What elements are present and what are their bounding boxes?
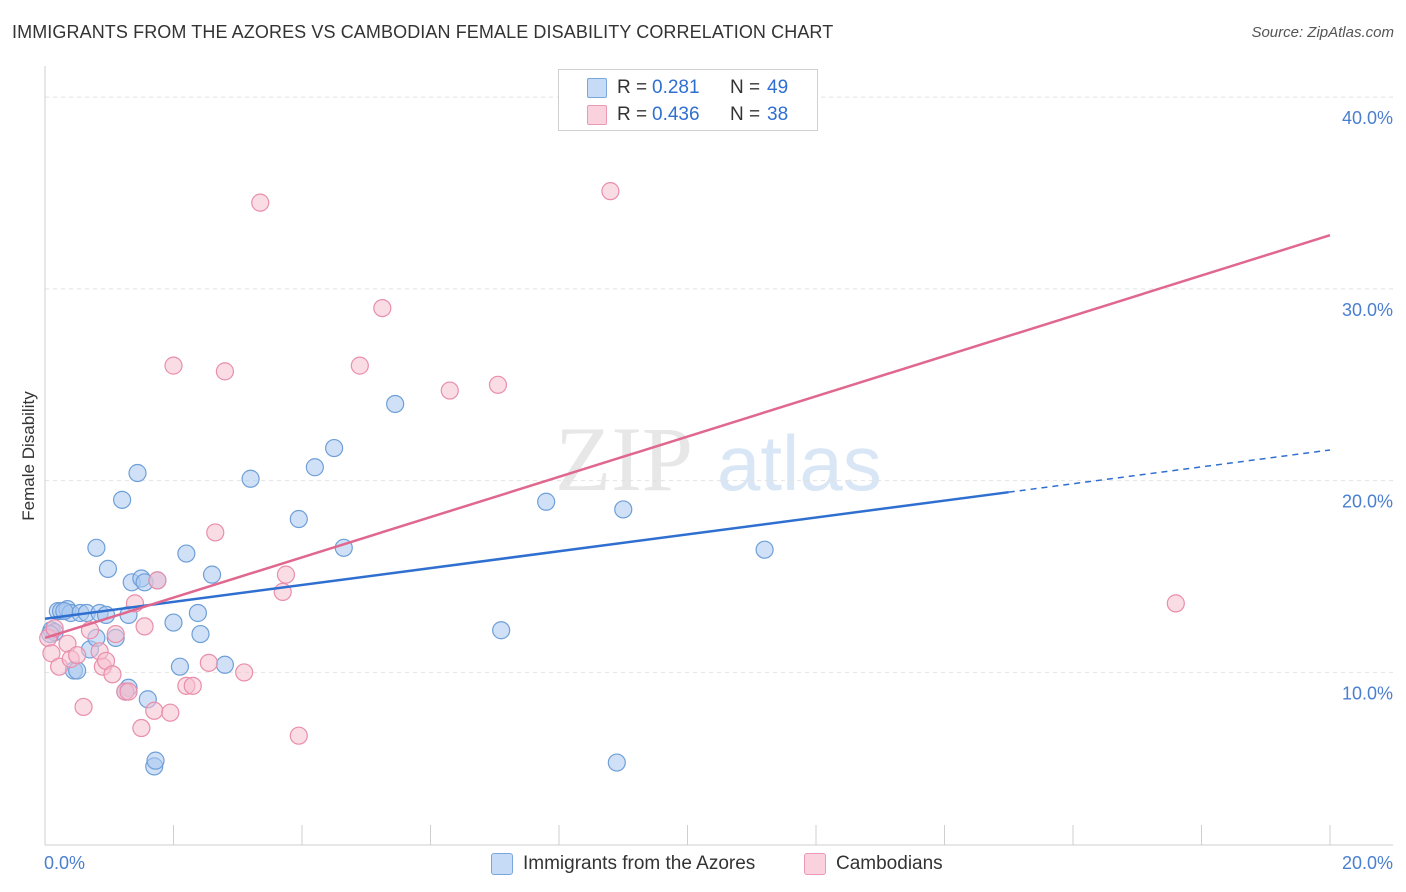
cambodian-point: [488, 375, 508, 394]
cambodian-point: [68, 646, 87, 665]
azores-point: [614, 500, 633, 519]
y-tick-labels: 10.0% 20.0% 30.0% 40.0%: [1342, 108, 1393, 703]
cambodian-point: [145, 701, 164, 720]
correlation-legend: R = 0.281 N = 49 R = 0.436 N = 38: [558, 69, 818, 131]
azores-trend-line: [44, 490, 1009, 620]
cambodian-point: [373, 299, 392, 318]
grid: [45, 96, 1393, 673]
cambodian-point: [276, 565, 296, 584]
azores-point: [325, 438, 344, 458]
cambodian-point: [215, 362, 234, 381]
cambodian-point: [164, 356, 183, 375]
legend-r-label: R =: [617, 77, 648, 98]
azores-point: [492, 621, 511, 640]
azores-point: [386, 394, 405, 414]
source-credit: Source: ZipAtlas.com: [1251, 24, 1394, 41]
azores-point: [170, 657, 190, 676]
azores-point: [215, 655, 234, 674]
cambodian-trend-line: [44, 234, 1331, 640]
cambodian-point: [440, 381, 459, 400]
axes: [44, 66, 1393, 846]
cambodian-point: [74, 697, 93, 717]
legend-r-value: 0.436: [652, 104, 700, 125]
azores-point: [607, 753, 626, 772]
y-tick-label: 30.0%: [1342, 300, 1393, 320]
azores-point: [191, 624, 210, 644]
legend-n-label: N =: [730, 77, 761, 98]
y-tick-label: 40.0%: [1342, 108, 1393, 128]
cambodian-point: [601, 182, 620, 201]
azores-point: [537, 492, 556, 511]
cambodian-point: [289, 726, 308, 745]
trend-lines: [44, 234, 1331, 640]
watermark-atlas: atlas: [717, 419, 882, 507]
azores-point: [755, 540, 774, 559]
cambodian-point: [148, 571, 167, 590]
azores-point: [289, 509, 308, 529]
bottom-legend-swatch-pink: [804, 853, 826, 875]
chart-title: IMMIGRANTS FROM THE AZORES VS CAMBODIAN …: [12, 22, 834, 42]
bottom-legend-label: Immigrants from the Azores: [523, 853, 756, 874]
y-tick-label: 20.0%: [1342, 492, 1393, 512]
legend-r-value: 0.281: [652, 77, 700, 98]
cambodian-point: [251, 193, 270, 212]
y-axis-label: Female Disability: [19, 391, 38, 521]
cambodian-point: [183, 676, 202, 695]
azores-trend-extension: [1008, 449, 1331, 493]
legend-swatch-pink: [587, 105, 607, 125]
cambodian-point: [1166, 594, 1185, 613]
cambodian-point: [161, 703, 180, 722]
cambodian-point: [235, 663, 254, 682]
azores-point: [305, 458, 324, 477]
cambodian-point: [135, 617, 154, 636]
azores-point: [112, 490, 132, 509]
data-points: [39, 182, 1185, 776]
cambodian-point: [119, 682, 138, 701]
azores-point: [164, 613, 183, 632]
azores-point: [177, 544, 196, 563]
azores-point: [202, 565, 222, 584]
cambodian-point: [103, 665, 122, 684]
legend-swatch-blue: [587, 78, 607, 98]
azores-point: [241, 469, 260, 488]
legend-n-value: 49: [767, 77, 789, 98]
bottom-legend-label: Cambodians: [836, 853, 943, 874]
cambodian-point: [206, 523, 225, 542]
azores-point: [128, 463, 147, 483]
azores-point: [87, 538, 106, 557]
azores-point: [188, 603, 208, 623]
cambodian-point: [42, 644, 61, 663]
cambodian-point: [132, 718, 151, 738]
legend-n-value: 38: [767, 104, 789, 125]
legend-r-label: R =: [617, 104, 648, 125]
azores-point: [146, 751, 165, 770]
cambodian-point: [350, 356, 369, 375]
x-tick-label-max: 20.0%: [1342, 853, 1393, 873]
bottom-legend-swatch-blue: [491, 853, 513, 875]
cambodian-point: [199, 653, 218, 672]
y-tick-label: 10.0%: [1342, 683, 1393, 703]
legend-n-label: N =: [730, 104, 761, 125]
azores-point: [98, 559, 118, 578]
x-tick-label-min: 0.0%: [44, 853, 85, 873]
watermark-zip: ZIP: [555, 408, 693, 510]
cambodian-point: [106, 624, 125, 644]
